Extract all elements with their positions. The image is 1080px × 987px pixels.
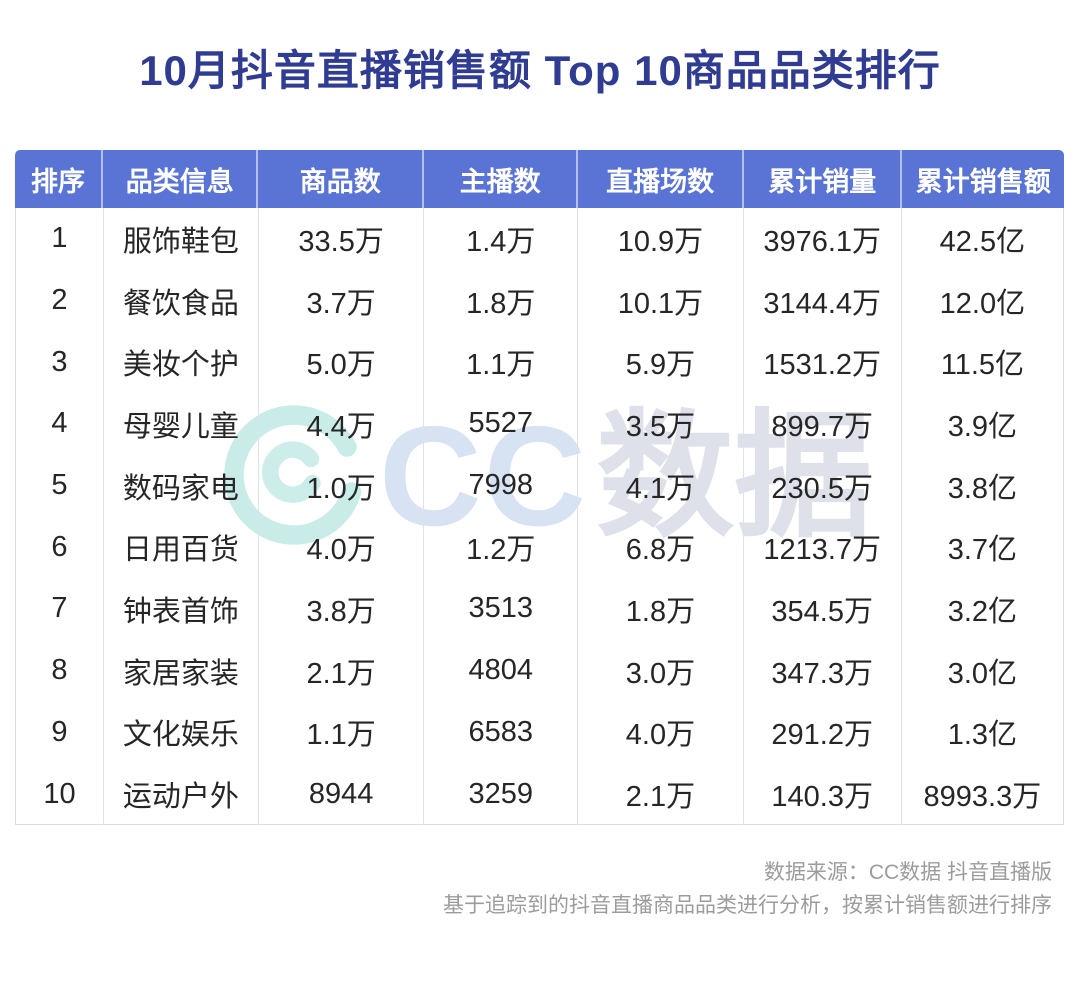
- value-cell: 1.8万: [578, 578, 744, 640]
- rank-cell: 8: [16, 639, 104, 702]
- value-cell: 140.3万: [744, 763, 902, 825]
- value-cell: 10.9万: [578, 208, 744, 270]
- value-cell: 1.3亿: [947, 719, 1018, 752]
- rank-cell: 5: [16, 454, 104, 517]
- header-cell-1: 品类信息: [103, 150, 259, 208]
- value-cell: 4804: [424, 639, 579, 702]
- table-row: 6 日用百货 4.0万 1.2万 6.8万 1213.7万 3.7亿: [16, 516, 1063, 579]
- value-cell: 3.9亿: [947, 410, 1018, 443]
- value-cell: 11.5亿: [940, 349, 1025, 382]
- value-cell: 354.5万: [744, 578, 902, 640]
- rank-cell: 10: [16, 763, 104, 825]
- table-row: 9 文化娱乐 1.1万 6583 4.0万 291.2万 1.3亿: [16, 701, 1063, 764]
- value-cell: 4.0万: [259, 516, 425, 579]
- value-cell: 8993.3万: [923, 781, 1042, 814]
- value-cell: 33.5万: [259, 208, 425, 270]
- value-cell: 1.8万: [424, 269, 579, 332]
- table-body: CC 数据 1 服饰鞋包 33.5万 1.4万 10.9万 3976.1万 42.5亿 2 餐饮…: [15, 208, 1064, 825]
- table-header-row: 排序 品类信息 商品数 主播数 直播场数 累计销量 累计销售额: [15, 150, 1064, 208]
- value-cell: 1.2万: [424, 516, 579, 579]
- value-cell: 4.0万: [578, 701, 744, 764]
- value-cell: 8944: [259, 763, 425, 825]
- category-cell: 文化娱乐: [104, 701, 259, 764]
- rank-cell: 1: [16, 208, 104, 270]
- rank-cell: 3: [16, 331, 104, 394]
- value-cell: 3976.1万: [744, 208, 902, 270]
- value-cell: 3513: [424, 578, 579, 640]
- value-cell: 3.7亿: [947, 534, 1018, 567]
- value-cell: 3.5万: [578, 393, 744, 455]
- value-cell: 3.8亿: [947, 472, 1018, 505]
- value-cell: 3.0亿: [947, 657, 1018, 690]
- category-cell: 母婴儿童: [104, 393, 259, 455]
- value-cell: 291.2万: [744, 701, 902, 764]
- value-cell: 1.0万: [259, 454, 425, 517]
- value-cell: 1.4万: [424, 208, 579, 270]
- value-cell: 3259: [424, 763, 579, 825]
- value-cell: 6.8万: [578, 516, 744, 579]
- value-cell: 5.9万: [578, 331, 744, 394]
- rank-cell: 7: [16, 578, 104, 640]
- value-cell: 1531.2万: [744, 331, 902, 394]
- footer-note-line: 基于追踪到的抖音直播商品品类进行分析，按累计销售额进行排序: [443, 894, 1052, 917]
- value-cell: 3.8万: [259, 578, 425, 640]
- table-row: 10 运动户外 8944 3259 2.1万 140.3万 8993.3万: [16, 763, 1063, 825]
- header-cell-0: 排序: [15, 150, 104, 208]
- value-cell: 230.5万: [744, 454, 902, 517]
- rank-cell: 4: [16, 393, 104, 455]
- table-row: 4 母婴儿童 4.4万 5527 3.5万 899.7万 3.9亿: [16, 393, 1063, 455]
- table-row: 3 美妆个护 5.0万 1.1万 5.9万 1531.2万 11.5亿: [16, 331, 1063, 394]
- footer: 数据来源：CC数据 抖音直播版 基于追踪到的抖音直播商品品类进行分析，按累计销售…: [15, 856, 1052, 922]
- value-cell: 2.1万: [578, 763, 744, 825]
- value-cell: 12.0亿: [939, 287, 1026, 320]
- table-row: 5 数码家电 1.0万 7998 4.1万 230.5万 3.8亿: [16, 454, 1063, 517]
- header-cell-4: 直播场数: [578, 150, 745, 208]
- value-cell: 3.7万: [259, 269, 425, 332]
- header-cell-6: 累计销售额: [915, 166, 1051, 197]
- value-cell: 10.1万: [578, 269, 744, 332]
- value-cell: 1213.7万: [744, 516, 902, 579]
- rank-cell: 9: [16, 701, 104, 764]
- table-row: 2 餐饮食品 3.7万 1.8万 10.1万 3144.4万 12.0亿: [16, 269, 1063, 332]
- value-cell: 1.1万: [424, 331, 579, 394]
- table-row: 1 服饰鞋包 33.5万 1.4万 10.9万 3976.1万 42.5亿: [16, 208, 1063, 270]
- value-cell: 4.4万: [259, 393, 425, 455]
- table-row: 7 钟表首饰 3.8万 3513 1.8万 354.5万 3.2亿: [16, 578, 1063, 640]
- value-cell: 5527: [424, 393, 579, 455]
- value-cell: 899.7万: [744, 393, 902, 455]
- value-cell: 7998: [424, 454, 579, 517]
- value-cell: 347.3万: [744, 639, 902, 702]
- value-cell: 3144.4万: [744, 269, 902, 332]
- value-cell: 42.5亿: [939, 225, 1026, 258]
- category-cell: 美妆个护: [104, 331, 259, 394]
- rank-cell: 6: [16, 516, 104, 579]
- value-cell: 3.0万: [578, 639, 744, 702]
- category-cell: 日用百货: [104, 516, 259, 579]
- header-cell-2: 商品数: [258, 150, 425, 208]
- category-cell: 服饰鞋包: [104, 208, 259, 270]
- value-cell: 6583: [424, 701, 579, 764]
- value-cell: 5.0万: [259, 331, 425, 394]
- table-rows: 1 服饰鞋包 33.5万 1.4万 10.9万 3976.1万 42.5亿 2 餐饮食品 3.7万…: [16, 208, 1063, 825]
- header-cell-3: 主播数: [424, 150, 579, 208]
- category-cell: 运动户外: [104, 763, 259, 825]
- value-cell: 4.1万: [578, 454, 744, 517]
- footer-source-line: 数据来源：CC数据 抖音直播版: [763, 861, 1052, 884]
- page-title: 10月抖音直播销售额 Top 10商品品类排行: [139, 47, 941, 94]
- category-cell: 钟表首饰: [104, 578, 259, 640]
- value-cell: 1.1万: [259, 701, 425, 764]
- header-cell-5: 累计销量: [744, 150, 903, 208]
- category-cell: 家居家装: [104, 639, 259, 702]
- value-cell: 2.1万: [259, 639, 425, 702]
- value-cell: 3.2亿: [947, 595, 1018, 628]
- ranking-table: 排序 品类信息 商品数 主播数 直播场数 累计销量 累计销售额 CC 数据 1 服饰鞋包 33.…: [15, 150, 1064, 825]
- rank-cell: 2: [16, 269, 104, 332]
- table-row: 8 家居家装 2.1万 4804 3.0万 347.3万 3.0亿: [16, 639, 1063, 702]
- category-cell: 数码家电: [104, 454, 259, 517]
- category-cell: 餐饮食品: [104, 269, 259, 332]
